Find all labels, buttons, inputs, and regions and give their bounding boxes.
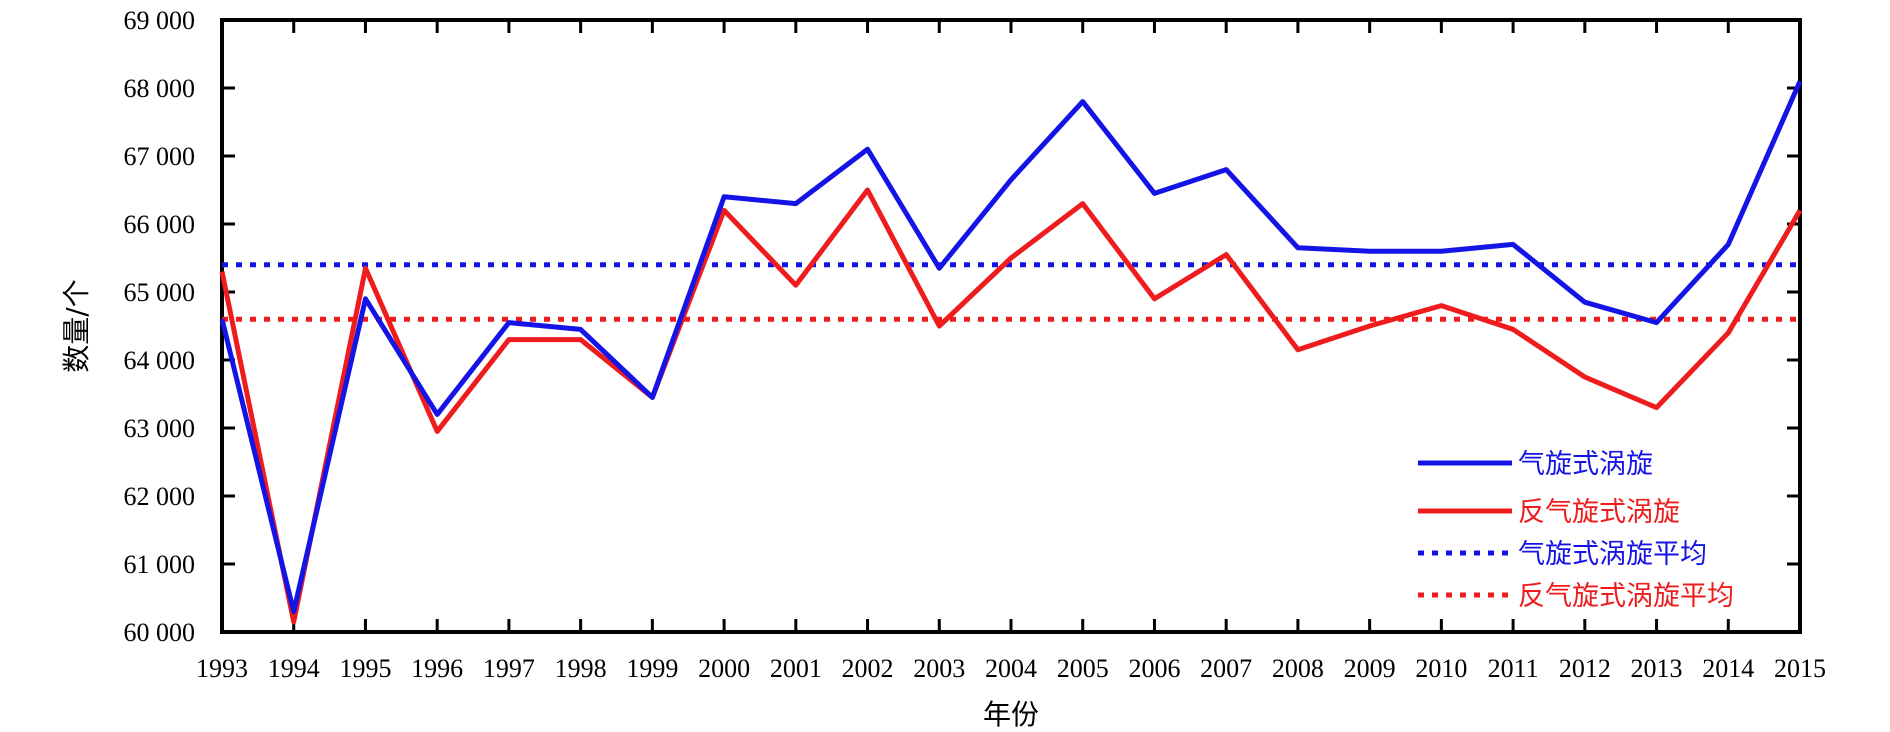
legend-label-1: 气旋式涡旋 bbox=[1518, 449, 1653, 480]
x-tick-label-2007: 2007 bbox=[1200, 654, 1252, 683]
x-tick-label-2015: 2015 bbox=[1774, 654, 1826, 683]
x-tick-label-2009: 2009 bbox=[1344, 654, 1396, 683]
x-tick-label-1998: 1998 bbox=[555, 654, 607, 683]
y-tick-label-61000: 61 000 bbox=[124, 550, 196, 579]
x-tick-label-2008: 2008 bbox=[1272, 654, 1324, 683]
y-tick-label-68000: 68 000 bbox=[124, 74, 196, 103]
x-tick-label-2012: 2012 bbox=[1559, 654, 1611, 683]
y-tick-label-63000: 63 000 bbox=[124, 414, 196, 443]
series-lines bbox=[219, 80, 1803, 625]
x-tick-label-2005: 2005 bbox=[1057, 654, 1109, 683]
series-line-2 bbox=[219, 187, 1803, 625]
x-tick-label-2011: 2011 bbox=[1488, 654, 1539, 683]
legend-label-3: 气旋式涡旋平均 bbox=[1518, 539, 1707, 570]
legend-label-2: 反气旋式涡旋 bbox=[1518, 497, 1680, 528]
y-tick-label-69000: 69 000 bbox=[124, 6, 196, 35]
x-tick-label-1995: 1995 bbox=[339, 654, 391, 683]
x-tick-label-2010: 2010 bbox=[1415, 654, 1467, 683]
x-tick-label-2004: 2004 bbox=[985, 654, 1037, 683]
y-tick-label-66000: 66 000 bbox=[124, 210, 196, 239]
x-tick-label-2002: 2002 bbox=[842, 654, 894, 683]
x-tick-label-2013: 2013 bbox=[1631, 654, 1683, 683]
x-tick-label-2000: 2000 bbox=[698, 654, 750, 683]
y-tick-label-62000: 62 000 bbox=[124, 482, 196, 511]
y-tick-label-64000: 64 000 bbox=[124, 346, 196, 375]
x-tick-label-1999: 1999 bbox=[626, 654, 678, 683]
legend-label-4: 反气旋式涡旋平均 bbox=[1518, 581, 1734, 612]
x-tick-label-2001: 2001 bbox=[770, 654, 822, 683]
axis-ticks: 1993 1994 1995 1996 1997 1998 1999 2000 2001 2002… bbox=[124, 6, 1827, 683]
x-tick-label-2006: 2006 bbox=[1128, 654, 1180, 683]
x-tick-label-1994: 1994 bbox=[268, 654, 320, 683]
y-tick-label-67000: 67 000 bbox=[124, 142, 196, 171]
y-tick-label-60000: 60 000 bbox=[124, 618, 196, 647]
x-tick-label-1996: 1996 bbox=[411, 654, 463, 683]
x-tick-label-2014: 2014 bbox=[1702, 654, 1754, 683]
y-axis-title: 数量/个 bbox=[60, 279, 93, 372]
series-line-1 bbox=[219, 80, 1803, 615]
x-tick-label-1997: 1997 bbox=[483, 654, 535, 683]
y-tick-label-65000: 65 000 bbox=[124, 278, 196, 307]
x-axis-title: 年份 bbox=[983, 698, 1039, 731]
x-tick-label-2003: 2003 bbox=[913, 654, 965, 683]
x-tick-label-1993: 1993 bbox=[196, 654, 248, 683]
